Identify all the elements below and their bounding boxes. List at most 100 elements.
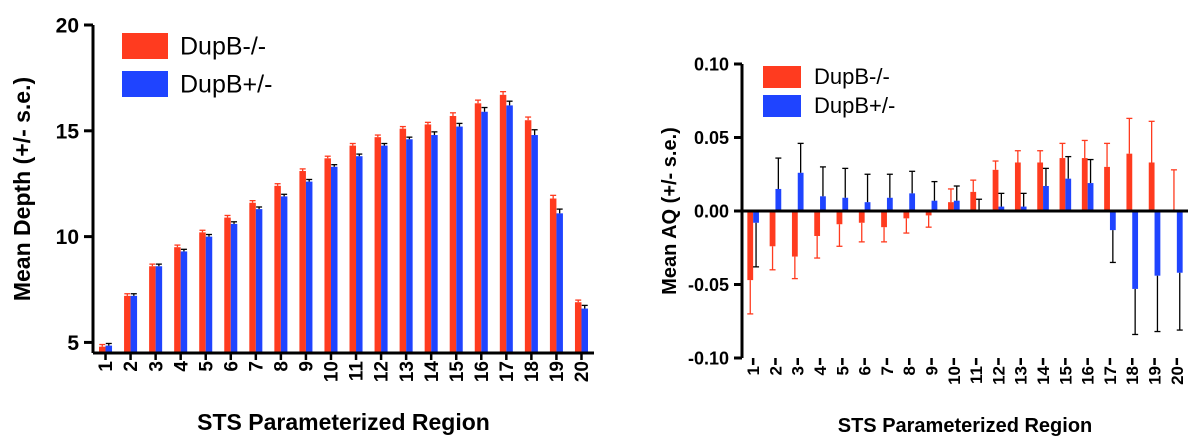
bar-dupb-pos-7 (255, 209, 263, 353)
bar-dupb-pos-1 (105, 345, 113, 353)
bar-dupb-neg-14 (1037, 162, 1044, 211)
bar-dupb-neg-1 (99, 346, 106, 353)
bar-dupb-neg-4 (174, 247, 181, 353)
bar-dupb-pos-5 (842, 197, 849, 211)
bar-dupb-neg-15 (1059, 158, 1066, 211)
x-tick-label: 6 (221, 361, 242, 372)
bar-dupb-pos-16 (1087, 183, 1094, 211)
x-tick-label: 14 (422, 361, 443, 383)
y-tick-label: 20 (56, 15, 79, 38)
legend-label: DupB+/- (180, 70, 272, 98)
x-tick-label: 18 (1123, 366, 1142, 385)
bar-dupb-neg-11 (349, 145, 357, 353)
x-tick-label: 7 (246, 361, 267, 372)
y-tick-label: -0.10 (688, 348, 729, 368)
bar-dupb-pos-15 (456, 126, 463, 353)
bar-dupb-neg-16 (1081, 158, 1088, 211)
bar-dupb-pos-2 (130, 295, 138, 353)
bar-dupb-pos-20 (581, 308, 588, 353)
bar-dupb-pos-9 (305, 181, 313, 353)
x-axis-title: STS Parameterized Region (838, 415, 1093, 437)
bar-dupb-neg-5 (836, 211, 843, 225)
bar-dupb-neg-8 (274, 185, 281, 353)
x-tick-label: 2 (121, 361, 142, 372)
bar-dupb-pos-11 (356, 156, 363, 353)
bar-dupb-pos-13 (406, 139, 413, 353)
x-tick-label: 16 (472, 361, 493, 382)
x-tick-label: 5 (833, 366, 852, 375)
x-tick-label: 2 (766, 366, 785, 375)
bar-dupb-neg-16 (474, 103, 482, 353)
x-tick-label: 12 (989, 366, 1008, 385)
x-tick-label: 9 (297, 361, 318, 372)
bar-dupb-neg-8 (903, 211, 910, 219)
bar-dupb-neg-1 (747, 211, 754, 281)
bar-dupb-pos-17 (1109, 211, 1116, 231)
bar-dupb-pos-19 (1154, 211, 1161, 276)
legend-swatch (763, 66, 801, 88)
bar-dupb-neg-9 (299, 171, 306, 353)
bar-dupb-neg-2 (124, 295, 131, 353)
bar-dupb-neg-7 (249, 202, 256, 353)
bar-dupb-pos-8 (280, 196, 288, 353)
x-tick-label: 6 (856, 366, 875, 375)
x-tick-label: 10 (322, 361, 343, 382)
bar-dupb-neg-3 (149, 266, 156, 353)
bar-dupb-pos-16 (481, 111, 488, 353)
bar-dupb-pos-6 (230, 223, 238, 353)
bar-dupb-pos-20 (1176, 211, 1183, 273)
bar-dupb-pos-18 (531, 135, 538, 353)
bar-dupb-neg-7 (881, 211, 887, 228)
legend-label: DupB-/- (180, 32, 266, 60)
x-tick-label: 4 (171, 361, 192, 372)
bar-dupb-neg-10 (948, 202, 954, 211)
bar-dupb-neg-17 (499, 94, 507, 353)
bar-dupb-pos-17 (506, 105, 513, 353)
x-tick-label: 17 (1101, 366, 1120, 385)
bar-dupb-pos-8 (909, 193, 916, 211)
bar-dupb-neg-12 (374, 137, 382, 353)
bar-dupb-neg-20 (574, 302, 582, 353)
bar-dupb-neg-10 (324, 158, 331, 353)
x-tick-label: 20 (1168, 366, 1187, 385)
legend-swatch (763, 95, 801, 117)
x-tick-label: 5 (196, 361, 217, 372)
bar-dupb-pos-10 (330, 166, 338, 353)
y-tick-label: 0.00 (694, 201, 729, 221)
y-tick-label: 10 (56, 226, 79, 249)
bar-dupb-pos-15 (1065, 178, 1072, 211)
bar-dupb-neg-18 (524, 120, 532, 353)
bar-dupb-neg-6 (224, 217, 231, 353)
bar-dupb-pos-10 (953, 200, 960, 211)
y-tick-label: 0.05 (694, 128, 729, 148)
bar-dupb-pos-2 (775, 188, 782, 211)
bar-dupb-neg-9 (925, 211, 932, 216)
y-tick-label: 5 (67, 332, 79, 355)
x-tick-label: 14 (1034, 365, 1053, 384)
x-tick-label: 11 (347, 361, 368, 382)
x-tick-label: 19 (1146, 366, 1165, 385)
x-tick-label: 8 (272, 361, 293, 372)
x-tick-label: 1 (744, 366, 763, 375)
bar-dupb-pos-14 (431, 135, 438, 353)
bar-dupb-pos-12 (998, 206, 1005, 211)
x-tick-label: 7 (878, 366, 897, 375)
aq-chart: -0.10-0.050.000.050.101 2 3 4 5 6 7 8 9 10 11 12 13 1… (659, 54, 1188, 437)
y-tick-label: 0.10 (694, 54, 729, 74)
x-tick-label: 4 (811, 365, 830, 375)
bar-dupb-pos-19 (556, 213, 563, 353)
x-tick-label: 10 (945, 366, 964, 385)
bar-dupb-pos-14 (1043, 186, 1049, 211)
bar-dupb-neg-19 (549, 198, 557, 353)
x-tick-label: 13 (397, 361, 418, 382)
bar-dupb-neg-17 (1104, 166, 1110, 211)
bar-dupb-neg-5 (199, 232, 206, 353)
x-tick-label: 17 (497, 361, 518, 382)
bar-dupb-pos-3 (797, 172, 804, 211)
bar-dupb-neg-4 (814, 211, 821, 236)
bar-dupb-neg-13 (1014, 162, 1021, 211)
x-tick-label: 13 (1012, 366, 1031, 385)
bar-dupb-neg-2 (769, 211, 776, 247)
bar-dupb-neg-15 (449, 115, 457, 354)
